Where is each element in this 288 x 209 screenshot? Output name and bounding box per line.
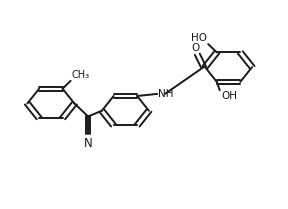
Text: NH: NH (158, 89, 174, 99)
Text: HO: HO (191, 33, 207, 43)
Text: O: O (192, 43, 200, 53)
Text: CH₃: CH₃ (71, 70, 89, 80)
Text: N: N (84, 136, 92, 150)
Text: OH: OH (221, 91, 237, 101)
